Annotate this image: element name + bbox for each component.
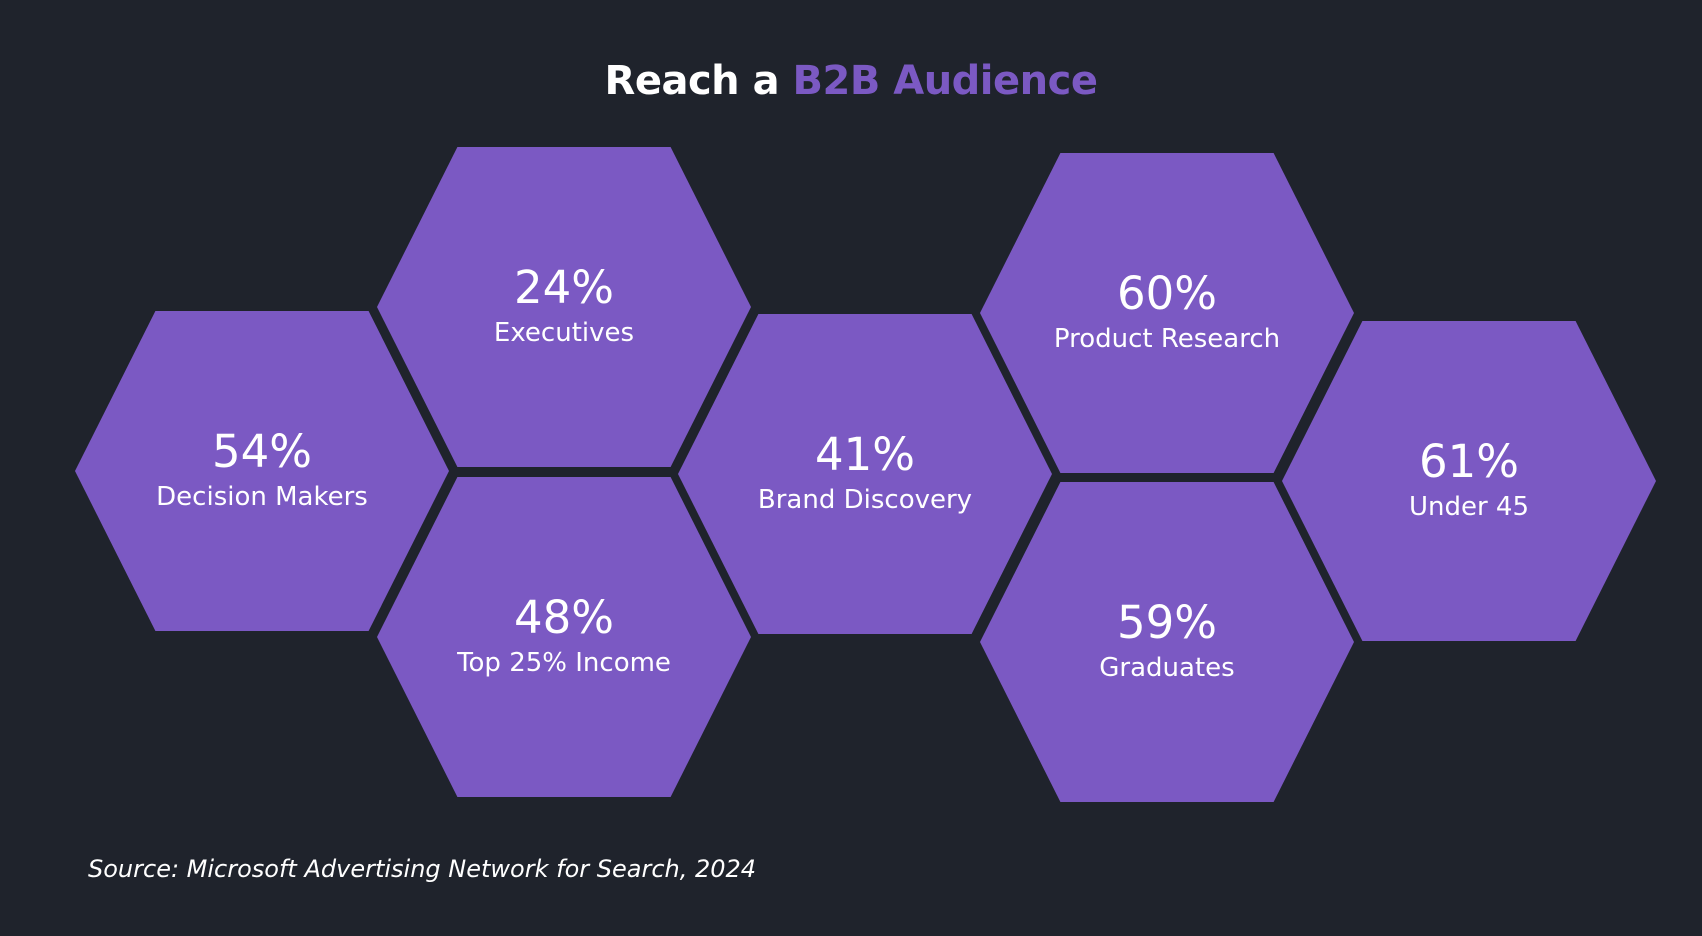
stat-label: Graduates <box>1099 652 1235 683</box>
stat-label: Product Research <box>1053 323 1281 354</box>
stat-value: 24% <box>513 260 615 314</box>
stat-hexagon-decision-makers: 54% Decision Makers <box>75 311 449 631</box>
source-note: Source: Microsoft Advertising Network fo… <box>88 855 757 883</box>
stat-value: 41% <box>814 427 916 481</box>
stat-hexagon-brand-discovery: 41% Brand Discovery <box>678 314 1052 634</box>
stat-value: 60% <box>1116 266 1218 320</box>
stat-label: Brand Discovery <box>757 484 973 515</box>
stat-label: Decision Makers <box>156 481 368 512</box>
stat-hexagon-executives: 24% Executives <box>377 147 751 467</box>
stat-hexagon-top-income: 48% Top 25% Income <box>377 477 751 797</box>
stat-label: Executives <box>493 317 635 348</box>
stat-value: 59% <box>1116 595 1218 649</box>
stat-hexagon-graduates: 59% Graduates <box>980 482 1354 802</box>
stat-value: 48% <box>513 590 615 644</box>
title-accent: B2B Audience <box>792 58 1098 104</box>
stat-value: 61% <box>1418 434 1520 488</box>
stat-label: Top 25% Income <box>457 647 671 678</box>
title-prefix: Reach a <box>604 58 780 104</box>
stat-value: 54% <box>211 424 313 478</box>
stat-hexagon-product-research: 60% Product Research <box>980 153 1354 473</box>
stat-label: Under 45 <box>1408 491 1530 522</box>
stat-hexagon-under-45: 61% Under 45 <box>1282 321 1656 641</box>
page-title: Reach a B2B Audience <box>0 58 1702 104</box>
